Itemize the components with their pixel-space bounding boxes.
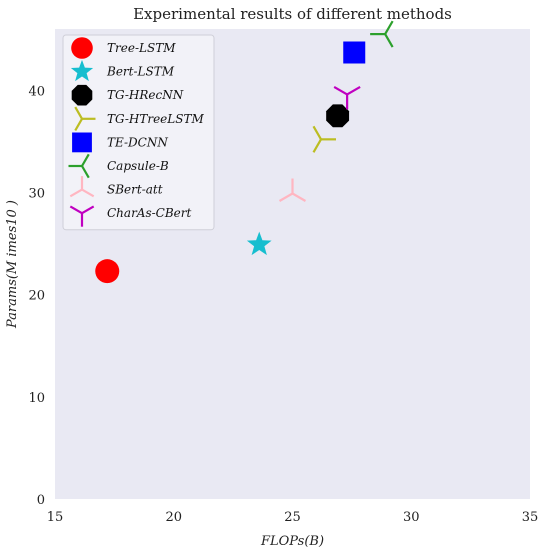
y-tick-label: 20 [28,289,45,304]
point-te-dcnn [343,41,366,64]
point-tg-htreelstm [312,125,336,153]
y-tick-label: 0 [37,493,45,508]
x-tick-label: 20 [165,510,182,525]
x-axis-label: FLOPs(B) [260,534,324,549]
point-charas-cbert [333,85,361,110]
legend-label: TG-HTreeLSTM [107,112,204,126]
legend-marker [71,37,93,59]
point-sbert-att [278,178,307,202]
point-tree-lstm [95,259,120,284]
y-tick-label: 30 [28,186,45,201]
legend-marker [70,59,94,82]
data-points [95,20,394,284]
legend-label: CharAs-CBert [107,206,192,220]
point-capsule-b [370,20,394,48]
x-tick-label: 25 [284,510,301,525]
legend-label: TE-DCNN [107,135,168,149]
x-tick-label: 35 [522,510,539,525]
legend-marker [72,132,92,153]
x-tick-label: 15 [47,510,64,525]
legend-box [62,34,215,231]
legend-marker [69,176,95,198]
legend-marker [74,106,96,132]
point-bert-lstm [246,231,272,256]
x-tick-label: 30 [403,510,420,525]
legend-label: Bert-LSTM [106,65,175,79]
legend-marker [68,153,90,179]
legend-marker [69,205,95,227]
y-tick-label: 40 [28,84,45,99]
y-axis-label: Params(M imes10 ) [5,200,20,329]
legend-label: TG-HRecNN [107,88,184,102]
y-tick-label: 10 [28,391,45,406]
point-tg-hrecnn [326,104,350,128]
legend-label: Tree-LSTM [107,41,176,55]
x-axis: 15 20 25 30 35 [47,510,539,525]
y-axis: 0 10 20 30 40 [28,84,45,508]
legend-marker [71,84,93,106]
legend: Tree-LSTM Bert-LSTM TG-HRecNN TG-HTreeLSTM T… [62,34,215,231]
chart-title: Experimental results of different method… [133,5,452,23]
legend-label: Capsule-B [107,159,169,173]
legend-label: SBert-att [107,183,163,197]
